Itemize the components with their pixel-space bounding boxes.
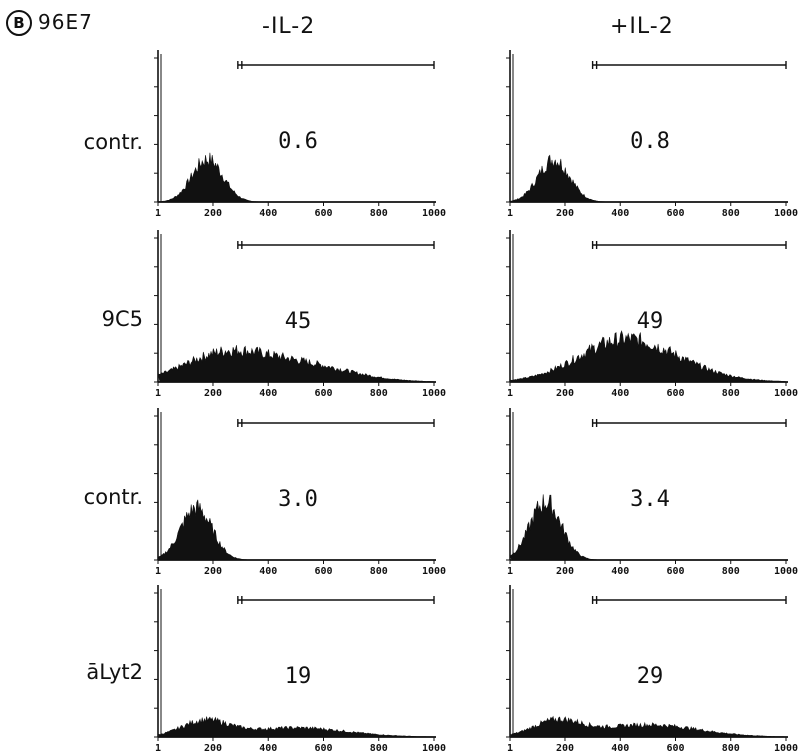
x-tick-label: 800 <box>370 743 388 754</box>
x-tick-label: 1000 <box>774 743 798 754</box>
x-tick-label: 400 <box>259 743 277 754</box>
histogram-area <box>509 494 786 561</box>
row-label: contr. <box>83 485 143 509</box>
histogram-area <box>509 715 787 738</box>
x-tick-label: 600 <box>314 566 332 577</box>
x-tick-label: 400 <box>611 208 629 219</box>
x-tick-label: 200 <box>204 388 222 399</box>
x-tick-label: 400 <box>611 743 629 754</box>
x-tick-label: 400 <box>259 388 277 399</box>
column-header-plus-il2: +IL-2 <box>610 14 674 39</box>
x-tick-label: 200 <box>204 743 222 754</box>
x-tick-label: 600 <box>314 208 332 219</box>
x-tick-label: 600 <box>666 208 684 219</box>
gate-percentage: 45 <box>285 309 312 334</box>
gate-percentage: 29 <box>637 664 664 689</box>
x-tick-label: 400 <box>259 566 277 577</box>
x-tick-label: 1 <box>507 208 513 219</box>
x-tick-label: 1 <box>507 566 513 577</box>
x-tick-label: 1000 <box>422 208 446 219</box>
panel-letter-badge: B <box>6 10 32 36</box>
gate-percentage: 49 <box>637 309 664 334</box>
x-tick-label: 1 <box>507 743 513 754</box>
x-tick-label: 1000 <box>774 566 798 577</box>
x-tick-label: 1 <box>155 388 161 399</box>
panel-title: 96E7 <box>38 10 93 34</box>
x-tick-label: 1 <box>155 743 161 754</box>
histogram-area <box>157 499 434 561</box>
row-label: contr. <box>83 130 143 154</box>
x-tick-label: 1000 <box>774 388 798 399</box>
x-tick-label: 200 <box>556 388 574 399</box>
x-tick-label: 400 <box>611 566 629 577</box>
x-tick-label: 800 <box>370 388 388 399</box>
x-tick-label: 1000 <box>774 208 798 219</box>
x-tick-label: 600 <box>666 388 684 399</box>
x-tick-label: 800 <box>370 208 388 219</box>
x-tick-label: 200 <box>204 566 222 577</box>
histogram-area <box>509 154 786 203</box>
histogram-area <box>157 716 435 738</box>
x-tick-label: 400 <box>611 388 629 399</box>
x-tick-label: 1 <box>507 388 513 399</box>
x-tick-label: 600 <box>666 743 684 754</box>
x-tick-label: 600 <box>314 743 332 754</box>
x-tick-label: 600 <box>314 388 332 399</box>
histogram-area <box>157 345 436 383</box>
x-tick-label: 200 <box>556 743 574 754</box>
row-label: 9C5 <box>101 307 143 331</box>
x-tick-label: 800 <box>722 208 740 219</box>
gate-percentage: 19 <box>285 664 312 689</box>
x-tick-label: 1 <box>155 208 161 219</box>
x-tick-label: 800 <box>722 743 740 754</box>
x-tick-label: 800 <box>722 388 740 399</box>
x-tick-label: 200 <box>204 208 222 219</box>
gate-percentage: 3.4 <box>630 487 670 512</box>
row-label: āLyt2 <box>86 660 143 684</box>
gate-percentage: 3.0 <box>278 487 318 512</box>
histogram-area <box>509 330 787 383</box>
x-tick-label: 1000 <box>422 743 446 754</box>
x-tick-label: 400 <box>259 208 277 219</box>
x-tick-label: 200 <box>556 566 574 577</box>
x-tick-label: 600 <box>666 566 684 577</box>
column-header-minus-il2: -IL-2 <box>262 14 316 39</box>
histogram-area <box>157 152 434 203</box>
x-tick-label: 800 <box>722 566 740 577</box>
x-tick-label: 1 <box>155 566 161 577</box>
gate-percentage: 0.6 <box>278 129 318 154</box>
x-tick-label: 200 <box>556 208 574 219</box>
x-tick-label: 1000 <box>422 566 446 577</box>
x-tick-label: 1000 <box>422 388 446 399</box>
gate-percentage: 0.8 <box>630 129 670 154</box>
x-tick-label: 800 <box>370 566 388 577</box>
